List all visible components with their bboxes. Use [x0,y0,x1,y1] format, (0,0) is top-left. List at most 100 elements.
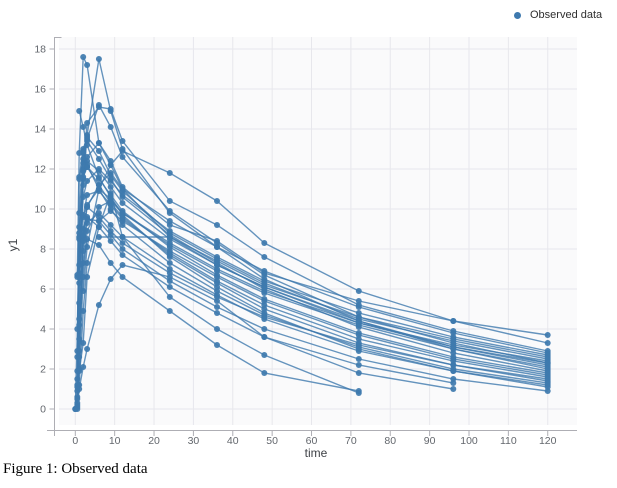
x-tick-label: 110 [500,435,517,447]
data-point [214,342,220,348]
data-point [261,268,268,274]
data-point [355,370,362,376]
data-point [450,386,457,392]
data-point [166,308,173,314]
data-point [261,334,268,340]
series-line [74,212,548,410]
data-point [76,348,83,354]
y-tick-label: 6 [40,284,46,296]
data-point [95,174,102,180]
data-point [214,326,220,332]
data-point [84,214,91,220]
data-point [107,194,114,200]
data-point [95,156,102,162]
data-point [84,236,91,242]
data-point [107,108,114,114]
data-point [107,162,114,168]
y-tick-label: 16 [34,84,46,96]
data-point [95,56,102,62]
data-point [95,242,102,248]
data-point [166,234,173,240]
data-point [80,54,87,60]
data-point [166,210,173,216]
data-point [80,274,87,280]
data-point [166,170,173,176]
data-point [119,212,126,218]
data-point [355,288,362,294]
data-point [119,274,126,280]
data-point [76,230,83,236]
data-point [261,282,268,288]
data-point [214,288,220,294]
data-point [95,186,102,192]
data-point [80,308,87,314]
data-point [80,288,87,294]
y-tick-label: 18 [34,44,46,56]
data-point [119,200,126,206]
data-point [119,186,126,192]
data-point [84,204,91,210]
data-point [76,354,83,360]
data-point [107,200,114,206]
data-point [74,384,81,390]
data-point [544,354,551,360]
legend: Observed data [514,9,602,21]
data-point [214,274,220,280]
x-tick-label: 60 [306,435,318,447]
data-point [119,240,126,246]
data-point [95,204,102,210]
data-point [261,276,268,282]
y-tick-label: 0 [40,404,46,416]
data-point [544,380,551,386]
data-point [95,218,102,224]
x-tick-label: 80 [384,435,396,447]
data-point [544,366,551,372]
data-point [261,298,268,304]
data-point [95,104,102,110]
observed-data-figure: 0 2 4 6 8 10 12 14 16 18 0 10 20 30 40 50 60 70 80 90 100 110… [6,9,602,460]
data-point [450,366,457,372]
data-point [450,336,457,342]
data-point [166,218,173,224]
data-point [355,318,362,324]
legend-label: Observed data [530,9,603,21]
data-point [355,332,362,338]
data-point [544,332,551,338]
data-point [76,336,83,342]
x-axis-title: time [305,446,328,460]
data-point [119,262,126,268]
x-tick-label: 90 [424,435,436,447]
data-point [355,388,362,394]
x-tick-label: 40 [227,435,239,447]
data-point [84,244,91,250]
data-point [119,146,126,152]
data-point [76,108,83,114]
data-point [76,176,83,182]
data-point [107,276,114,282]
data-point [214,258,220,264]
data-point [544,340,551,346]
data-point [166,266,173,272]
data-point [355,344,362,350]
legend-item-observed-data[interactable]: Observed data [514,9,602,21]
data-point [261,288,268,294]
x-tick-label: 120 [539,435,557,447]
data-point [80,156,87,162]
data-point [84,132,91,138]
data-point [107,222,114,228]
data-point [261,312,268,318]
data-point [107,176,114,182]
data-point [119,194,126,200]
data-point [80,340,87,346]
data-point [119,234,126,240]
data-point [261,240,268,246]
data-point [450,318,457,324]
data-point [214,244,220,250]
data-point [355,362,362,368]
data-point [95,224,102,230]
data-point [214,304,220,310]
data-point [261,370,268,376]
data-point [84,178,91,184]
x-tick-label: 0 [72,435,78,447]
x-tick-label: 30 [188,435,200,447]
